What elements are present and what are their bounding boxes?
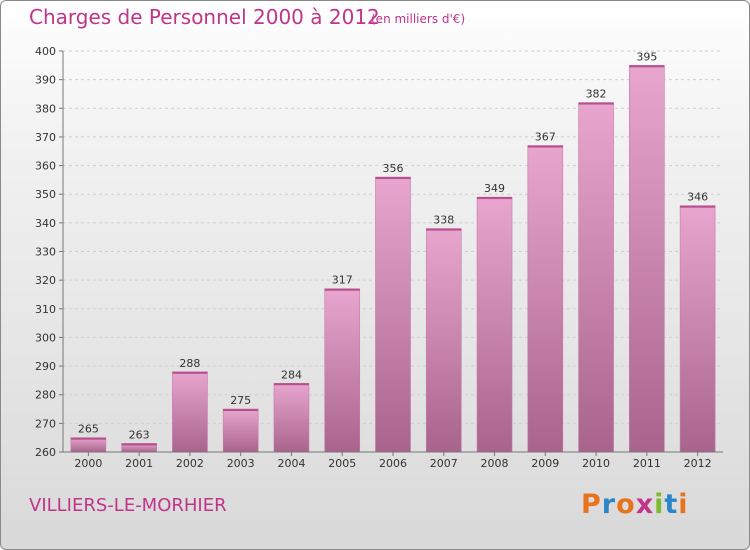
x-tick-label: 2002 [176,457,204,470]
y-tick-label: 360 [35,160,56,173]
bar-top-edge [680,205,716,208]
bar-2000[interactable] [70,437,107,453]
x-tick-label: 2009 [531,457,559,470]
bar-2007[interactable] [425,228,462,453]
bar-2005[interactable] [324,288,361,453]
x-tick-label: 2000 [74,457,102,470]
y-tick-label: 380 [35,102,56,115]
bar-top-edge [527,145,563,148]
bar-top-edge [629,65,665,68]
y-tick-label: 370 [35,131,56,144]
data-label: 349 [484,182,505,195]
y-tick-label: 350 [35,188,56,201]
bar-top-edge [121,443,157,446]
commune-name: VILLIERS-LE-MORHIER [29,495,227,516]
data-label: 395 [636,50,657,63]
bar-top-edge [477,197,513,200]
bar-2012[interactable] [679,205,716,453]
x-tick-label: 2006 [379,457,407,470]
y-tick-label: 390 [35,74,56,87]
y-tick-label: 280 [35,389,56,402]
bar-2003[interactable] [222,408,259,453]
data-label: 284 [281,368,302,381]
x-tick-label: 2010 [582,457,610,470]
data-label: 317 [332,274,353,287]
x-tick-label: 2007 [430,457,458,470]
data-label: 382 [586,88,607,101]
x-tick-label: 2004 [277,457,305,470]
bar-top-edge [172,371,208,374]
tick-labels: 260 270 280 290 300 310 320 330 340 350 360 370 380 3… [35,45,712,470]
bar-2002[interactable] [172,371,208,453]
chart-subtitle: (en milliers d'€) [371,12,466,26]
axes [59,50,723,456]
bar-top-edge [426,228,462,231]
x-tick-label: 2001 [125,457,153,470]
bar-top-edge [223,409,259,412]
y-tick-label: 340 [35,217,56,230]
bar-2009[interactable] [527,145,564,453]
logo-letter: x [635,489,655,520]
proxiti-logo[interactable]: Proxiti [581,489,689,520]
bar-2006[interactable] [375,176,411,453]
logo-letter: i [654,489,665,520]
logo-letter: o [616,489,636,520]
y-tick-label: 400 [35,45,56,58]
bar-2008[interactable] [476,196,513,453]
bar-top-edge [375,177,411,180]
y-tick-label: 260 [35,446,56,459]
bar-top-edge [273,383,309,386]
bar-2011[interactable] [629,65,665,453]
x-tick-label: 2005 [328,457,356,470]
data-label: 338 [433,214,454,227]
y-tick-label: 320 [35,274,56,287]
bars [70,65,716,453]
y-tick-label: 330 [35,246,56,259]
bar-top-edge [578,102,614,105]
data-label: 263 [129,428,150,441]
data-label: 275 [230,394,251,407]
data-label: 367 [535,131,556,144]
logo-letter: i [678,489,689,520]
bar-2010[interactable] [578,102,614,453]
logo-letter: P [581,489,602,520]
logo-letter: r [601,489,617,520]
y-tick-label: 310 [35,303,56,316]
x-tick-label: 2012 [684,457,712,470]
y-tick-label: 300 [35,331,56,344]
bar-2004[interactable] [273,382,310,453]
y-tick-label: 270 [35,417,56,430]
chart-title: Charges de Personnel 2000 à 2012 [29,5,380,29]
x-tick-label: 2011 [633,457,661,470]
bar-top-edge [70,437,106,440]
data-label: 356 [383,162,404,175]
x-tick-label: 2008 [481,457,509,470]
data-label: 265 [78,423,99,436]
x-tick-label: 2003 [227,457,255,470]
data-label: 346 [687,191,708,204]
logo-letter: t [664,489,679,520]
data-label: 288 [179,357,200,370]
bar-top-edge [324,288,360,291]
y-tick-label: 290 [35,360,56,373]
